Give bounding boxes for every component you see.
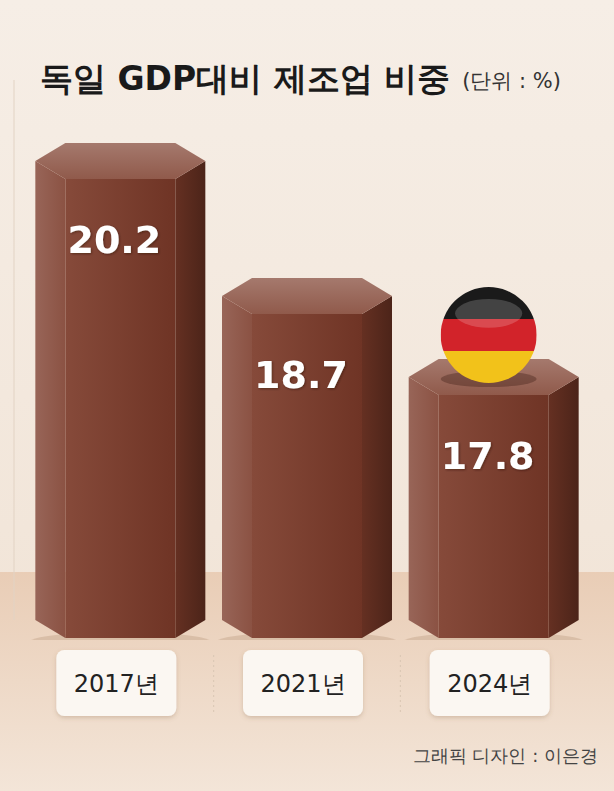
flag-badge	[441, 287, 537, 387]
bar-front-face	[252, 314, 362, 638]
chart-root: 독일 GDP대비 제조업 비중 (단위 : %) 20.2 2017년 18.7 2021…	[0, 0, 614, 791]
category-label: 2017년	[74, 670, 159, 698]
subtitle: (단위 : %)	[462, 69, 561, 93]
bar-top-face	[35, 143, 205, 179]
bar-right-face	[362, 296, 392, 638]
category-box	[430, 650, 550, 716]
bar-left-face	[409, 377, 439, 638]
background	[0, 0, 614, 791]
bar-right-face	[175, 161, 205, 638]
title: 독일 GDP대비 제조업 비중	[40, 59, 450, 98]
data-label: 17.8	[441, 434, 535, 478]
bar-front-face	[65, 179, 175, 638]
chart-svg: 독일 GDP대비 제조업 비중 (단위 : %) 20.2 2017년 18.7 2021…	[0, 0, 614, 791]
category-box	[243, 650, 363, 716]
bar	[216, 278, 398, 640]
plot-area	[29, 143, 584, 640]
bar-left-face	[222, 296, 252, 638]
bar-front-face	[439, 395, 549, 638]
bar-right-face	[549, 377, 579, 638]
category-label: 2021년	[260, 670, 345, 698]
axis-line	[14, 80, 15, 620]
data-label: 18.7	[254, 353, 348, 397]
bar-left-face	[35, 161, 65, 638]
data-label: 20.2	[67, 218, 161, 262]
category-box	[56, 650, 176, 716]
labels: 20.2 2017년 18.7 2021년 17.8 2024년	[56, 218, 549, 716]
bar	[29, 143, 211, 640]
divider	[400, 655, 401, 712]
bar-top-face	[222, 278, 392, 314]
divider	[213, 655, 214, 712]
bar	[403, 359, 585, 640]
credit: 그래픽 디자인 : 이은경	[413, 745, 598, 766]
category-label: 2024년	[447, 670, 532, 698]
